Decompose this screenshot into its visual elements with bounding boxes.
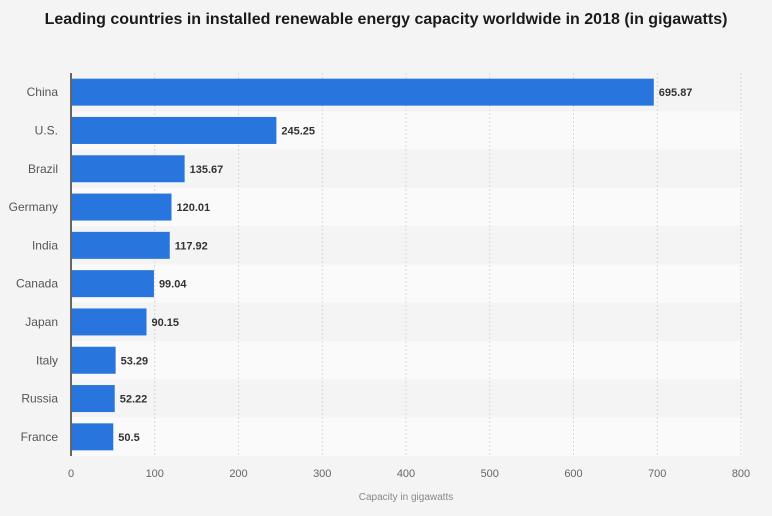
category-label: Italy [36,353,58,367]
category-label: Russia [21,392,58,406]
value-label: 135.67 [190,164,224,176]
value-label: 245.25 [281,125,315,137]
category-label: India [32,238,58,252]
value-label: 120.01 [177,202,211,214]
row-background [71,264,743,303]
bar [71,78,654,106]
category-label: Germany [9,200,58,214]
x-tick-label: 500 [481,468,499,480]
chart-title: Leading countries in installed renewable… [44,11,728,28]
x-tick-label: 600 [564,468,582,480]
row-background [71,379,743,418]
x-tick-label: 200 [229,468,247,480]
row-background [71,341,743,380]
row-background [71,187,743,227]
x-tick-label: 400 [397,468,415,480]
bar [71,308,147,336]
value-label: 99.04 [159,279,187,291]
bar [71,155,185,183]
value-label: 90.15 [152,317,180,329]
x-axis-title: Capacity in gigawatts [359,492,454,503]
bar [71,231,170,259]
row-background [71,417,743,456]
bar [71,116,277,144]
value-label: 52.22 [120,394,148,406]
bar [71,346,116,374]
category-label: U.S. [35,123,58,137]
row-background [71,302,743,342]
x-tick-label: 0 [68,468,74,480]
row-background [71,226,743,265]
category-label: Japan [25,315,58,329]
category-label: China [27,85,59,99]
category-label: Canada [16,277,58,291]
x-tick-label: 100 [146,468,164,480]
x-tick-label: 800 [732,468,750,480]
value-label: 53.29 [121,355,149,367]
x-tick-label: 700 [648,468,666,480]
value-label: 695.87 [659,87,693,99]
value-label: 50.5 [118,432,139,444]
bar [71,193,172,221]
bar [71,270,154,298]
x-tick-label: 300 [313,468,331,480]
category-label: France [21,430,59,444]
category-label: Brazil [28,162,58,176]
bar [71,423,114,451]
value-label: 117.92 [175,240,208,252]
bar [71,385,115,413]
